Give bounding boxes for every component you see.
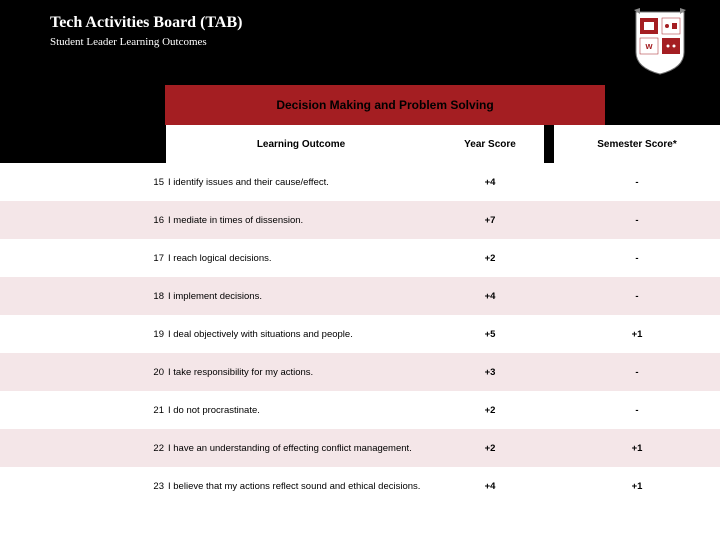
table-row: 18I implement decisions.+4- (0, 277, 720, 315)
cell-number: 17 (0, 239, 166, 277)
page-subtitle: Student Leader Learning Outcomes (50, 36, 670, 48)
cell-semester-score: - (554, 391, 720, 429)
svg-text:w: w (644, 41, 653, 51)
cell-outcome: I have an understanding of effecting con… (166, 429, 436, 467)
cell-gap (544, 391, 554, 429)
cell-outcome: I reach logical decisions. (166, 239, 436, 277)
cell-year-score: +2 (436, 239, 544, 277)
cell-number: 20 (0, 353, 166, 391)
cell-year-score: +4 (436, 163, 544, 201)
cell-year-score: +2 (436, 429, 544, 467)
rows-container: 15I identify issues and their cause/effe… (0, 163, 720, 505)
outcomes-table: Decision Making and Problem Solving Lear… (0, 85, 720, 505)
col-header-outcome: Learning Outcome (166, 125, 436, 163)
col-header-number (0, 125, 166, 163)
section-header-row: Decision Making and Problem Solving (0, 85, 720, 125)
cell-number: 22 (0, 429, 166, 467)
table-row: 23I believe that my actions reflect soun… (0, 467, 720, 505)
cell-gap (544, 429, 554, 467)
table-row: 21I do not procrastinate.+2- (0, 391, 720, 429)
cell-year-score: +7 (436, 201, 544, 239)
cell-outcome: I deal objectively with situations and p… (166, 315, 436, 353)
section-header-spacer-left (0, 85, 165, 125)
cell-gap (544, 277, 554, 315)
cell-year-score: +3 (436, 353, 544, 391)
table-row: 17I reach logical decisions.+2- (0, 239, 720, 277)
cell-gap (544, 239, 554, 277)
cell-gap (544, 201, 554, 239)
cell-semester-score: - (554, 353, 720, 391)
cell-year-score: +2 (436, 391, 544, 429)
cell-semester-score: - (554, 163, 720, 201)
page-title: Tech Activities Board (TAB) (50, 14, 670, 32)
shield-logo-icon: w (632, 8, 688, 76)
cell-number: 21 (0, 391, 166, 429)
cell-number: 16 (0, 201, 166, 239)
table-row: 20I take responsibility for my actions.+… (0, 353, 720, 391)
page-header: Tech Activities Board (TAB) Student Lead… (0, 0, 720, 85)
cell-gap (544, 315, 554, 353)
cell-outcome: I mediate in times of dissension. (166, 201, 436, 239)
cell-semester-score: +1 (554, 315, 720, 353)
table-row: 19I deal objectively with situations and… (0, 315, 720, 353)
cell-outcome: I believe that my actions reflect sound … (166, 467, 436, 505)
table-row: 16I mediate in times of dissension.+7- (0, 201, 720, 239)
col-header-semester: Semester Score* (554, 125, 720, 163)
section-title: Decision Making and Problem Solving (165, 85, 605, 125)
cell-semester-score: +1 (554, 467, 720, 505)
section-header-spacer-right (605, 85, 720, 125)
cell-number: 15 (0, 163, 166, 201)
cell-number: 23 (0, 467, 166, 505)
column-headers: Learning Outcome Year Score Semester Sco… (0, 125, 720, 163)
table-row: 15I identify issues and their cause/effe… (0, 163, 720, 201)
cell-semester-score: - (554, 201, 720, 239)
cell-semester-score: - (554, 239, 720, 277)
cell-gap (544, 467, 554, 505)
cell-semester-score: +1 (554, 429, 720, 467)
cell-year-score: +4 (436, 467, 544, 505)
cell-outcome: I take responsibility for my actions. (166, 353, 436, 391)
cell-outcome: I identify issues and their cause/effect… (166, 163, 436, 201)
table-row: 22I have an understanding of effecting c… (0, 429, 720, 467)
cell-number: 19 (0, 315, 166, 353)
cell-semester-score: - (554, 277, 720, 315)
cell-year-score: +5 (436, 315, 544, 353)
col-header-gap (544, 125, 554, 163)
col-header-year: Year Score (436, 125, 544, 163)
cell-outcome: I do not procrastinate. (166, 391, 436, 429)
cell-gap (544, 163, 554, 201)
cell-outcome: I implement decisions. (166, 277, 436, 315)
cell-gap (544, 353, 554, 391)
cell-year-score: +4 (436, 277, 544, 315)
cell-number: 18 (0, 277, 166, 315)
